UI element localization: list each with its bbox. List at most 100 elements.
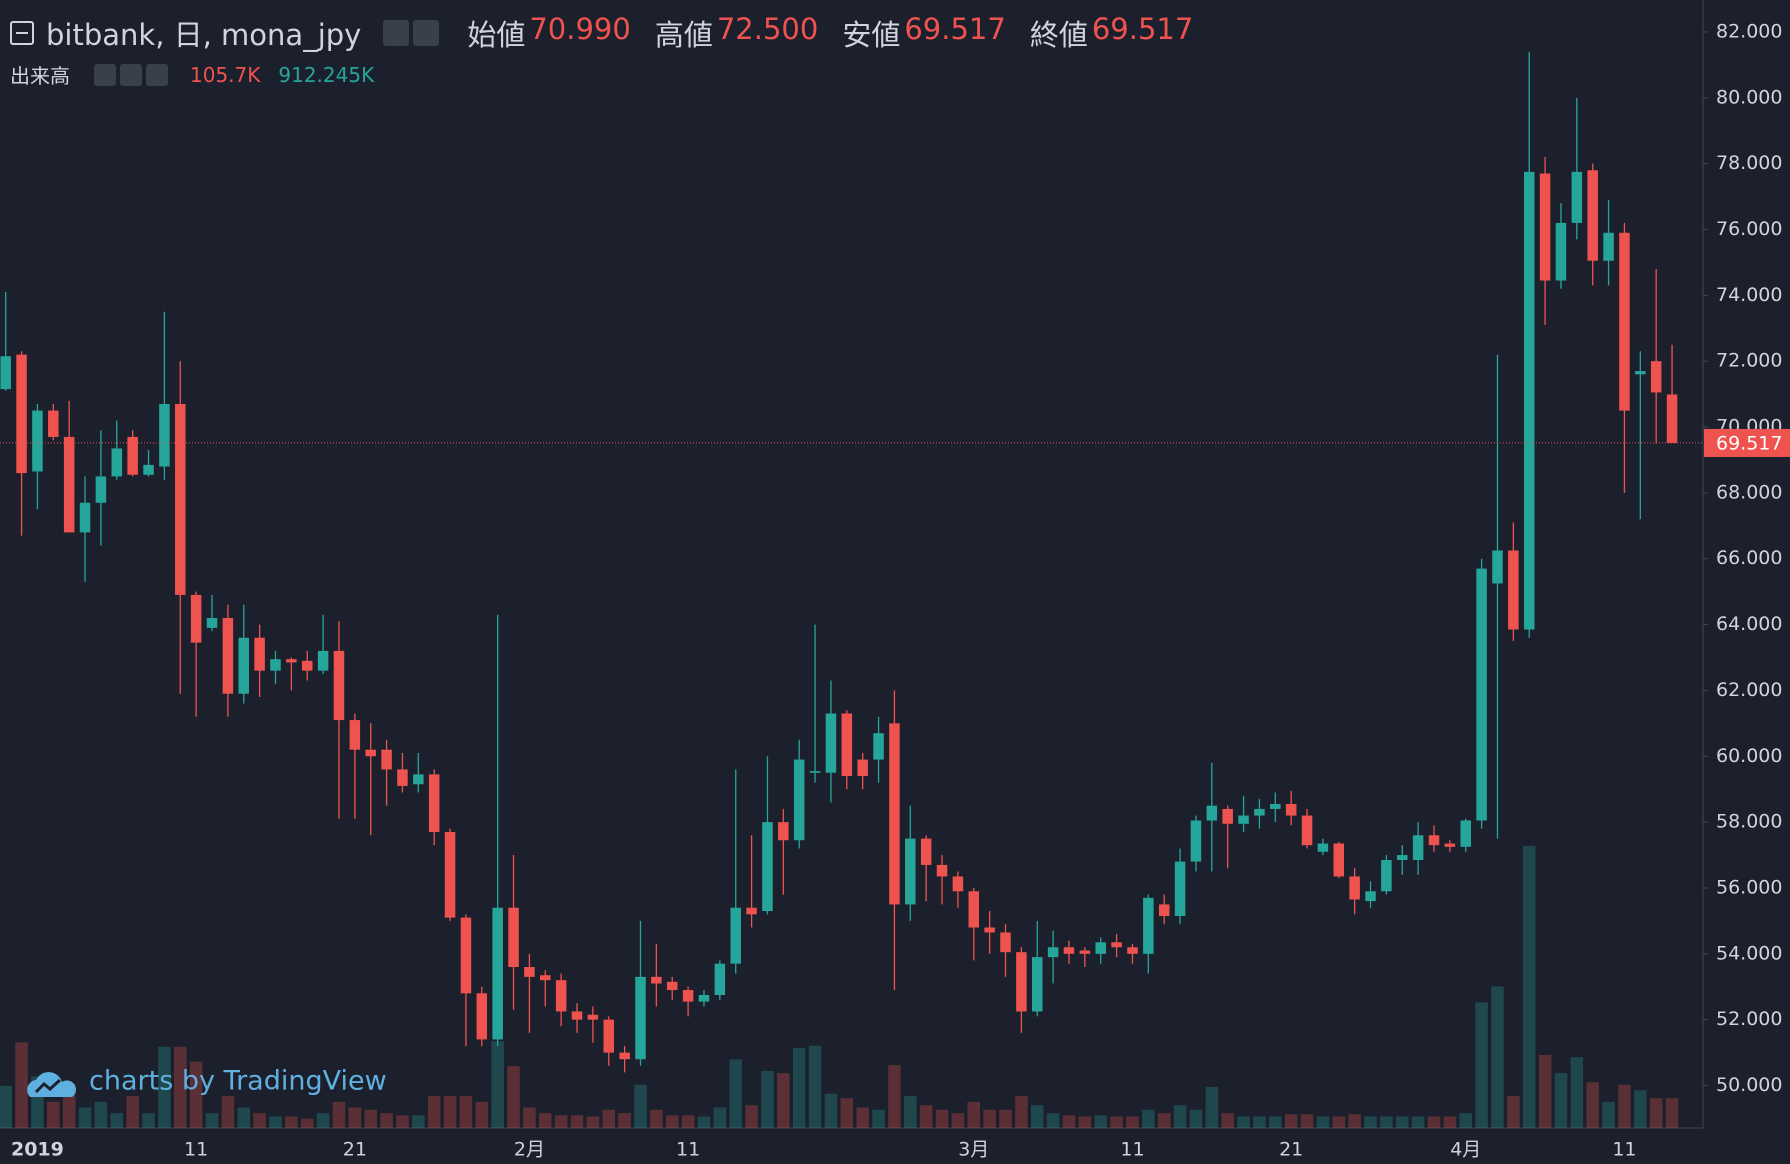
volume-bar bbox=[285, 1116, 298, 1128]
volume-bar bbox=[1586, 1082, 1599, 1128]
volume-bar bbox=[983, 1109, 996, 1128]
eye-icon[interactable] bbox=[94, 63, 116, 86]
candle-body bbox=[460, 917, 472, 994]
x-tick-label: 11 bbox=[1612, 1139, 1636, 1161]
close-icon[interactable] bbox=[146, 63, 168, 86]
volume-bar bbox=[1522, 845, 1536, 1128]
volume-bar bbox=[1332, 1116, 1346, 1128]
candle-body bbox=[619, 1052, 630, 1060]
y-tick-label: 66.000 bbox=[1716, 547, 1782, 569]
candle-body bbox=[936, 864, 948, 877]
candle-body bbox=[1381, 859, 1392, 892]
volume-bar bbox=[1316, 1116, 1330, 1128]
volume-bar bbox=[507, 1066, 520, 1128]
candle-body bbox=[952, 876, 964, 892]
candle-body bbox=[238, 637, 249, 694]
volume-bar bbox=[586, 1116, 600, 1128]
watermark-icon-line bbox=[34, 1078, 62, 1094]
volume-bar bbox=[1475, 1002, 1488, 1128]
settings-icon[interactable] bbox=[413, 20, 440, 46]
eye-icon[interactable] bbox=[383, 20, 410, 46]
candle-body bbox=[1174, 861, 1186, 916]
volume-bar bbox=[0, 1085, 12, 1128]
candle-body bbox=[1365, 891, 1376, 902]
candle-body bbox=[920, 838, 932, 865]
candle-body bbox=[428, 774, 440, 833]
x-tick-label: 2019 bbox=[11, 1139, 64, 1161]
volume-bar bbox=[570, 1115, 584, 1128]
volume-bar bbox=[1031, 1105, 1044, 1128]
volume-bar bbox=[1538, 1054, 1552, 1128]
legend-value: 70.990 bbox=[529, 12, 631, 46]
y-tick-label: 54.000 bbox=[1716, 942, 1782, 964]
y-tick-label: 64.000 bbox=[1716, 613, 1782, 635]
volume-bar bbox=[1237, 1116, 1250, 1128]
candle-body bbox=[809, 771, 821, 773]
candle-body bbox=[1397, 855, 1408, 860]
y-tick-label: 78.000 bbox=[1716, 152, 1782, 174]
volume-bar bbox=[237, 1107, 250, 1128]
volume-bar bbox=[1570, 1057, 1584, 1128]
volume-bar bbox=[1459, 1113, 1472, 1128]
volume-bar bbox=[15, 1042, 28, 1128]
collapse-icon[interactable] bbox=[10, 21, 34, 45]
candle-body bbox=[714, 963, 726, 995]
volume-bar bbox=[221, 1095, 235, 1128]
candle-body bbox=[698, 994, 710, 1002]
volume-bar bbox=[1348, 1114, 1361, 1128]
candle-body bbox=[857, 759, 868, 777]
volume-bar bbox=[745, 1105, 758, 1128]
ohlc-legend: 始値 70.990 高値 72.500 安値 69.517 終値 69.517 bbox=[443, 12, 1193, 54]
y-tick-label: 58.000 bbox=[1716, 811, 1782, 833]
volume-bar bbox=[1396, 1116, 1409, 1128]
candle-body bbox=[1063, 947, 1075, 954]
candle-body bbox=[825, 713, 837, 773]
legend-row: bitbank, 日, mona_jpy 始値 70.990 高値 72.500 安値 6… bbox=[10, 12, 1193, 54]
volume-bar bbox=[665, 1115, 679, 1128]
candle-body bbox=[841, 713, 853, 777]
legend-label: 始値 bbox=[467, 18, 526, 52]
settings-icon[interactable] bbox=[120, 63, 142, 86]
volume-bar bbox=[523, 1107, 536, 1128]
volume-bar bbox=[364, 1109, 377, 1128]
candle-body bbox=[778, 822, 789, 841]
candle-body bbox=[571, 1011, 583, 1020]
volume-bar bbox=[459, 1095, 473, 1128]
volume-bar bbox=[761, 1070, 774, 1128]
volume-bar bbox=[1491, 986, 1504, 1128]
candle-body bbox=[1270, 804, 1281, 809]
volume-bar bbox=[1157, 1113, 1171, 1128]
volume-bar bbox=[1094, 1115, 1107, 1128]
volume-bar bbox=[348, 1107, 362, 1128]
candle-body bbox=[1349, 876, 1360, 900]
volume-bar bbox=[1126, 1116, 1139, 1128]
volume-bar bbox=[554, 1115, 568, 1128]
candle-body bbox=[301, 660, 313, 671]
candle-body bbox=[1047, 947, 1059, 958]
volume-bar bbox=[824, 1093, 838, 1128]
volume-bar bbox=[1269, 1116, 1282, 1128]
volume-bar bbox=[1205, 1086, 1219, 1128]
y-tick-label: 80.000 bbox=[1716, 86, 1782, 108]
candle-body bbox=[32, 410, 43, 472]
volume-bar bbox=[697, 1116, 711, 1128]
volume-bar bbox=[840, 1098, 854, 1128]
candle-body bbox=[682, 990, 694, 1002]
legend-label: 終値 bbox=[1029, 18, 1088, 52]
volume-bar bbox=[1173, 1105, 1187, 1128]
volume-ma-value: 912.245K bbox=[278, 62, 375, 87]
candle-body bbox=[1016, 952, 1027, 1012]
candle-body bbox=[111, 448, 123, 477]
candle-body bbox=[476, 993, 488, 1040]
candle-body bbox=[444, 832, 456, 918]
candle-body bbox=[1587, 170, 1598, 261]
legend-label: 高値 bbox=[654, 18, 713, 52]
legend-value: 69.517 bbox=[904, 12, 1006, 46]
volume-bar bbox=[1634, 1090, 1647, 1128]
candle-body bbox=[317, 650, 329, 671]
candle-body bbox=[635, 976, 646, 1060]
candle-body bbox=[95, 476, 107, 503]
volume-bar bbox=[1507, 1095, 1520, 1128]
candle-body bbox=[175, 403, 186, 595]
